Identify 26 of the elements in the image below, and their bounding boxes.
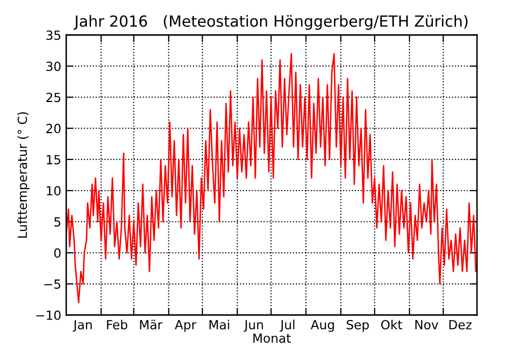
line-series <box>66 52 477 304</box>
y-tick-label: 5 <box>54 217 60 227</box>
x-tick-label: Mai <box>210 320 230 330</box>
y-tick-label: −5 <box>44 280 60 289</box>
y-tick-label: 15 <box>46 155 60 164</box>
x-tick-label: Dez <box>449 320 472 330</box>
y-tick-label: 35 <box>46 30 60 40</box>
x-tick-label: Nov <box>415 320 438 330</box>
x-tick-label: Jan <box>72 320 92 332</box>
x-tick-label: Okt <box>381 320 402 330</box>
x-tick-label: Apr <box>174 320 196 332</box>
y-tick-label: 25 <box>46 92 60 102</box>
y-tick-label: −10 <box>36 310 61 320</box>
y-tick-label: 0 <box>54 248 61 258</box>
x-axis-title: Monat <box>253 334 291 343</box>
x-tick-label: Jul <box>280 320 294 332</box>
x-tick-label: Sep <box>346 320 369 332</box>
y-tick-label: 30 <box>46 62 61 72</box>
x-tick-label: Aug <box>310 320 334 332</box>
x-tick-label: Feb <box>107 320 128 330</box>
x-tick-label: Jun <box>244 320 263 332</box>
chart-title: Jahr 2016 (Meteostation Hönggerberg/ETH Zürich) <box>74 15 468 30</box>
y-axis-title: Lufttemperatur (° C) <box>17 112 30 238</box>
y-tick-label: 20 <box>46 124 61 134</box>
x-tick-label: Mär <box>140 320 162 330</box>
y-tick-label: 10 <box>46 186 61 196</box>
